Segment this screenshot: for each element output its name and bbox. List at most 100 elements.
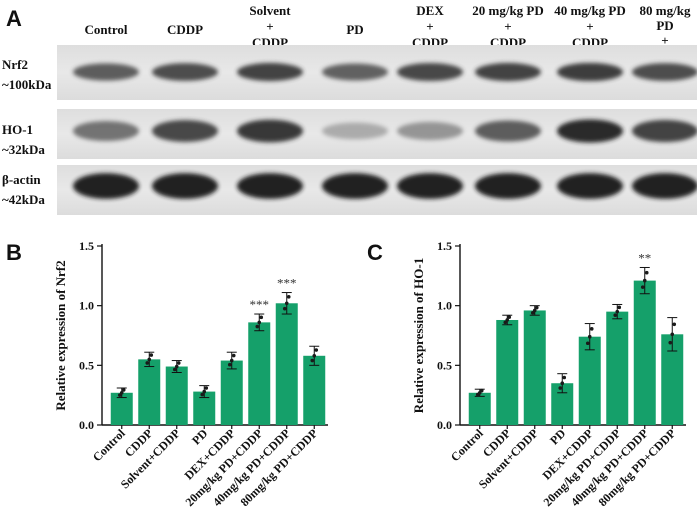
nrf2-data-point xyxy=(172,367,177,372)
nrf2-y-tick-label: 1.5 xyxy=(79,239,94,253)
actin-row-label: β-actin ~42kDa xyxy=(2,170,45,210)
nrf2-data-point xyxy=(286,295,291,299)
band-actin-7 xyxy=(557,173,623,199)
nrf2-data-point xyxy=(229,358,234,363)
panel-label-a: A xyxy=(6,6,22,31)
ho1-data-point xyxy=(587,334,592,339)
nrf2-bar-2 xyxy=(138,359,161,425)
nrf2-data-point xyxy=(145,361,150,365)
nrf2-data-point xyxy=(231,353,236,358)
band-ho1-1 xyxy=(73,120,139,142)
band-actin-1 xyxy=(73,173,139,199)
band-actin-3 xyxy=(237,173,303,199)
band-nrf2-2 xyxy=(152,63,218,81)
nrf2-data-point xyxy=(310,358,315,363)
band-actin-6 xyxy=(475,173,541,199)
ho1-y-axis-label: Relative expression of HO-1 xyxy=(411,258,426,413)
ho1-data-point xyxy=(479,388,484,393)
ho1-significance-7: ** xyxy=(638,250,651,265)
ho1-x-tick-label-4: PD xyxy=(547,426,568,447)
western-blot-image xyxy=(57,45,697,215)
band-actin-4 xyxy=(322,173,388,199)
nrf2-data-point xyxy=(149,353,154,357)
band-ho1-6 xyxy=(475,120,541,142)
nrf2-bar-7 xyxy=(275,303,298,425)
nrf2-data-point xyxy=(257,320,262,325)
nrf2-data-point xyxy=(282,306,287,311)
nrf2-data-point xyxy=(147,357,152,362)
actin-label: β-actin xyxy=(2,172,41,187)
nrf2-data-point xyxy=(200,392,205,397)
nrf2-bar-8 xyxy=(303,355,326,425)
ho1-bar-1 xyxy=(468,392,491,425)
ho1-data-point xyxy=(507,315,512,319)
ho1-data-point xyxy=(670,332,675,337)
lane-label-4: PD xyxy=(346,22,364,37)
ho1-size-label: ~32kDa xyxy=(2,142,45,157)
band-actin-5 xyxy=(397,173,463,199)
nrf2-y-axis-label: Relative expression of Nrf2 xyxy=(53,260,68,410)
ho1-bar-8 xyxy=(661,334,684,425)
band-nrf2-5 xyxy=(397,63,463,81)
nrf2-data-point xyxy=(312,353,317,358)
band-ho1-4 xyxy=(322,122,388,140)
nrf2-bar-5 xyxy=(220,360,243,425)
ho1-y-tick-label: 1.5 xyxy=(437,239,452,253)
ho1-bar-7 xyxy=(633,280,656,425)
band-nrf2-8 xyxy=(632,63,697,81)
nrf2-bar-3 xyxy=(165,366,188,425)
band-ho1-5 xyxy=(397,121,463,141)
ho1-bar-3 xyxy=(523,310,546,425)
nrf2-bar-chart: Relative expression of Nrf2 0.0 0.5 1.0 1.5 C… xyxy=(53,239,328,509)
ho1-data-point xyxy=(640,285,645,289)
ho1-data-point xyxy=(534,305,539,310)
nrf2-data-point xyxy=(259,315,264,320)
band-nrf2-1 xyxy=(73,63,139,81)
ho1-data-point xyxy=(613,313,618,318)
nrf2-bar-1 xyxy=(110,392,133,425)
nrf2-data-point xyxy=(314,348,319,352)
band-ho1-3 xyxy=(237,119,303,143)
ho1-data-point xyxy=(532,308,537,313)
band-nrf2-4 xyxy=(322,63,388,81)
lane-label-1: Control xyxy=(84,22,128,37)
ho1-x-tick-label-1: Control xyxy=(448,426,486,464)
nrf2-y-tick-label: 0.0 xyxy=(79,418,94,432)
ho1-bar-2 xyxy=(496,319,519,425)
panel-label-b: B xyxy=(6,240,22,265)
ho1-data-point xyxy=(505,318,510,322)
ho1-data-point xyxy=(617,305,622,310)
nrf2-data-point xyxy=(255,324,260,329)
ho1-data-point xyxy=(503,320,508,325)
nrf2-data-point xyxy=(117,393,122,397)
band-nrf2-3 xyxy=(237,62,303,82)
ho1-data-point xyxy=(615,309,620,314)
nrf2-data-point xyxy=(227,362,232,367)
nrf2-bar-6 xyxy=(248,322,271,425)
ho1-bar-4 xyxy=(551,383,574,425)
ho1-data-point xyxy=(558,386,563,390)
panel-label-c: C xyxy=(367,240,383,265)
ho1-data-point xyxy=(642,278,647,283)
ho1-data-point xyxy=(668,340,673,345)
nrf2-bar-4 xyxy=(193,391,216,425)
ho1-y-tick-label: 1.0 xyxy=(437,299,452,313)
ho1-data-point xyxy=(562,375,567,380)
nrf2-significance-6: *** xyxy=(250,297,270,312)
lane-label-6: 20 mg/kg PD + CDDP xyxy=(472,3,544,50)
band-actin-2 xyxy=(152,173,218,199)
band-ho1-8 xyxy=(632,119,697,143)
ho1-data-point xyxy=(644,270,649,275)
lane-label-2: CDDP xyxy=(166,22,204,37)
nrf2-data-point xyxy=(174,364,179,369)
band-ho1-7 xyxy=(557,119,623,143)
ho1-y-tick-label: 0.5 xyxy=(437,358,452,372)
nrf2-data-point xyxy=(284,301,289,306)
nrf2-label: Nrf2 xyxy=(2,57,28,72)
nrf2-data-point xyxy=(204,386,209,390)
nrf2-data-point xyxy=(121,388,126,392)
ho1-data-point xyxy=(530,311,535,315)
ho1-row-label: HO-1 ~32kDa xyxy=(2,120,45,160)
ho1-data-point xyxy=(560,381,565,386)
ho1-bar-chart: Relative expression of HO-1 0.0 0.5 1.0 1.5 C… xyxy=(411,239,686,509)
